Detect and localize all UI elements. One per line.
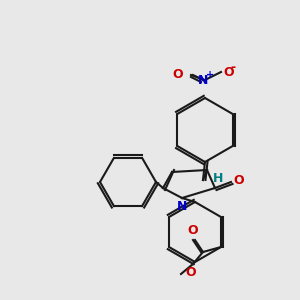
Text: O: O	[233, 175, 244, 188]
Text: O: O	[188, 224, 198, 237]
Text: N: N	[177, 200, 187, 213]
Text: O: O	[186, 266, 196, 279]
Text: N: N	[198, 74, 208, 86]
Text: O: O	[223, 65, 234, 79]
Text: +: +	[206, 70, 214, 80]
Text: H: H	[213, 172, 224, 184]
Text: -: -	[230, 61, 236, 74]
Text: O: O	[172, 68, 183, 82]
